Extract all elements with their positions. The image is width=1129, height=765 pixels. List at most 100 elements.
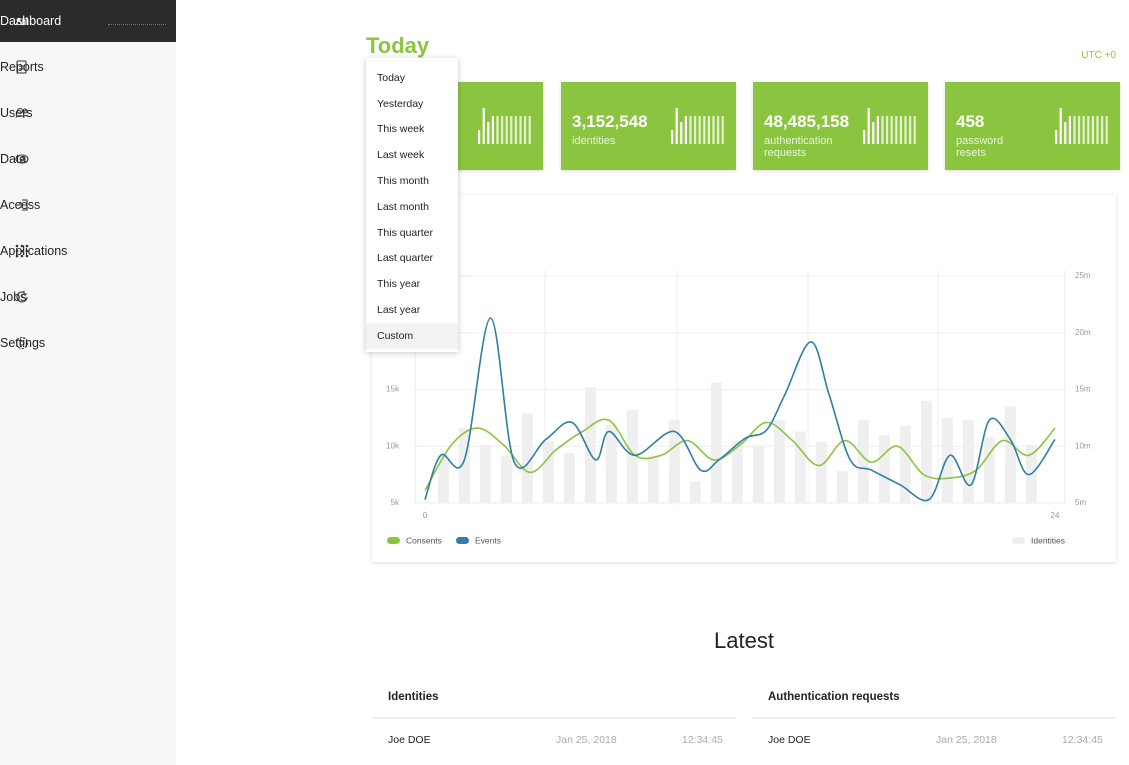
mini-bar [510, 116, 513, 144]
table-cell: 12:34:45 [682, 734, 723, 746]
nav-item[interactable]: Reports [0, 46, 176, 88]
table: Identities Joe DOE Jan 25, 2018 12:34:45 [372, 680, 736, 765]
table: Authentication requests Joe DOE Jan 25, 20… [752, 680, 1116, 765]
mini-bar [496, 116, 499, 144]
menu-option[interactable]: Last week [377, 149, 425, 162]
nav-item[interactable]: Data [0, 138, 176, 180]
bar [584, 387, 596, 503]
menu-option[interactable]: Last month [377, 200, 429, 213]
nav-icon [15, 336, 29, 350]
mini-chart-icon [863, 108, 916, 144]
mini-bar [1105, 116, 1108, 144]
legend-label: Events [475, 535, 501, 545]
nav-icon [15, 154, 29, 164]
legend-swatch [456, 537, 469, 544]
mini-bar [895, 116, 898, 144]
y-tick-label: 15k [386, 385, 400, 394]
x-tick-label: 24 [1051, 511, 1060, 520]
nav-item[interactable]: Dashboard [0, 0, 176, 42]
y2-tick-label: 25m [1075, 271, 1091, 280]
mini-bar [909, 116, 912, 144]
bar [689, 481, 701, 503]
menu-option[interactable]: This year [377, 278, 421, 291]
bar [899, 425, 911, 503]
nav-icon [16, 60, 27, 74]
stat-label: password resets [956, 135, 1004, 159]
bar [647, 455, 659, 503]
menu-option[interactable]: Yesterday [377, 97, 424, 110]
bar [815, 441, 827, 503]
bar [752, 446, 764, 503]
table-cell: 12:34:45 [1062, 734, 1103, 746]
mini-bar [491, 116, 494, 144]
mini-bar [881, 116, 884, 144]
mini-bar [528, 116, 531, 144]
nav-item[interactable]: Jobs [0, 276, 176, 318]
bar [605, 424, 617, 503]
nav-label: Jobs [0, 290, 27, 304]
x-tick-label: 0 [423, 511, 428, 520]
bar [941, 417, 953, 503]
nav-label: Applications [0, 244, 68, 258]
table-cell: Joe DOE [388, 734, 431, 746]
legend-label: Identities [1031, 535, 1065, 545]
y2-tick-label: 5m [1075, 498, 1086, 507]
stat-value: 3,152,548 [572, 112, 648, 131]
nav-label: Settings [0, 336, 46, 350]
mini-bar [1096, 116, 1099, 144]
table-title: Authentication requests [768, 691, 900, 703]
mini-bar [680, 122, 683, 144]
table-cell: Joe DOE [768, 734, 811, 746]
menu-option[interactable]: Custom [366, 323, 458, 349]
range-menu: Today Yesterday This week Last week This mon… [366, 58, 458, 352]
mini-bar [876, 116, 879, 144]
mini-bar [482, 108, 485, 144]
bar [962, 420, 974, 503]
mini-chart-icon [1055, 108, 1108, 144]
bar [626, 409, 638, 503]
nav-item[interactable]: Users [0, 92, 176, 134]
nav-item[interactable]: Applications [0, 230, 176, 272]
mini-bar [899, 116, 902, 144]
stat-label: authentication requests [764, 135, 833, 159]
y2-tick-label: 10m [1075, 441, 1091, 450]
nav-item[interactable]: Settings [0, 322, 176, 364]
menu-option[interactable]: This quarter [377, 226, 434, 239]
nav-icon [15, 244, 29, 258]
mini-bar [913, 116, 916, 144]
nav-label: Dashboard [0, 14, 62, 28]
mini-bar [717, 116, 720, 144]
timezone[interactable]: UTC +0 [1081, 50, 1116, 61]
mini-chart-icon [478, 108, 531, 144]
mini-bar [1091, 116, 1094, 144]
table-cell: Jan 25, 2018 [556, 734, 617, 746]
bar [458, 428, 470, 503]
mini-chart-icon [671, 108, 724, 144]
mini-bar [1082, 116, 1085, 144]
mini-bar [1064, 122, 1067, 144]
line-series [424, 418, 1056, 491]
mini-bar [478, 130, 481, 144]
mini-bar [890, 116, 893, 144]
menu-option[interactable]: Today [377, 71, 406, 84]
bar [857, 420, 869, 503]
mini-bar [524, 116, 527, 144]
bar [710, 382, 722, 503]
nav-item[interactable]: Access [0, 184, 176, 226]
chart: 5m 10m 15m 20m 25m 5k 10k 15k 0 24 Consents Events I… [386, 270, 1091, 545]
menu-option[interactable]: Last quarter [377, 252, 434, 265]
mini-bar [487, 122, 490, 144]
menu-option[interactable]: This month [377, 175, 429, 188]
menu-option[interactable]: This week [377, 123, 425, 136]
nav-icon [16, 291, 28, 303]
mini-bar [867, 108, 870, 144]
bar [731, 440, 743, 503]
bar [920, 400, 932, 503]
mini-bar [1059, 108, 1062, 144]
bar [479, 445, 491, 503]
mini-bar [689, 116, 692, 144]
nav-dots [108, 24, 166, 25]
mini-bar [1055, 130, 1058, 144]
stat-card: 3,152,548 identities [561, 82, 736, 170]
menu-option[interactable]: Last year [377, 304, 421, 317]
